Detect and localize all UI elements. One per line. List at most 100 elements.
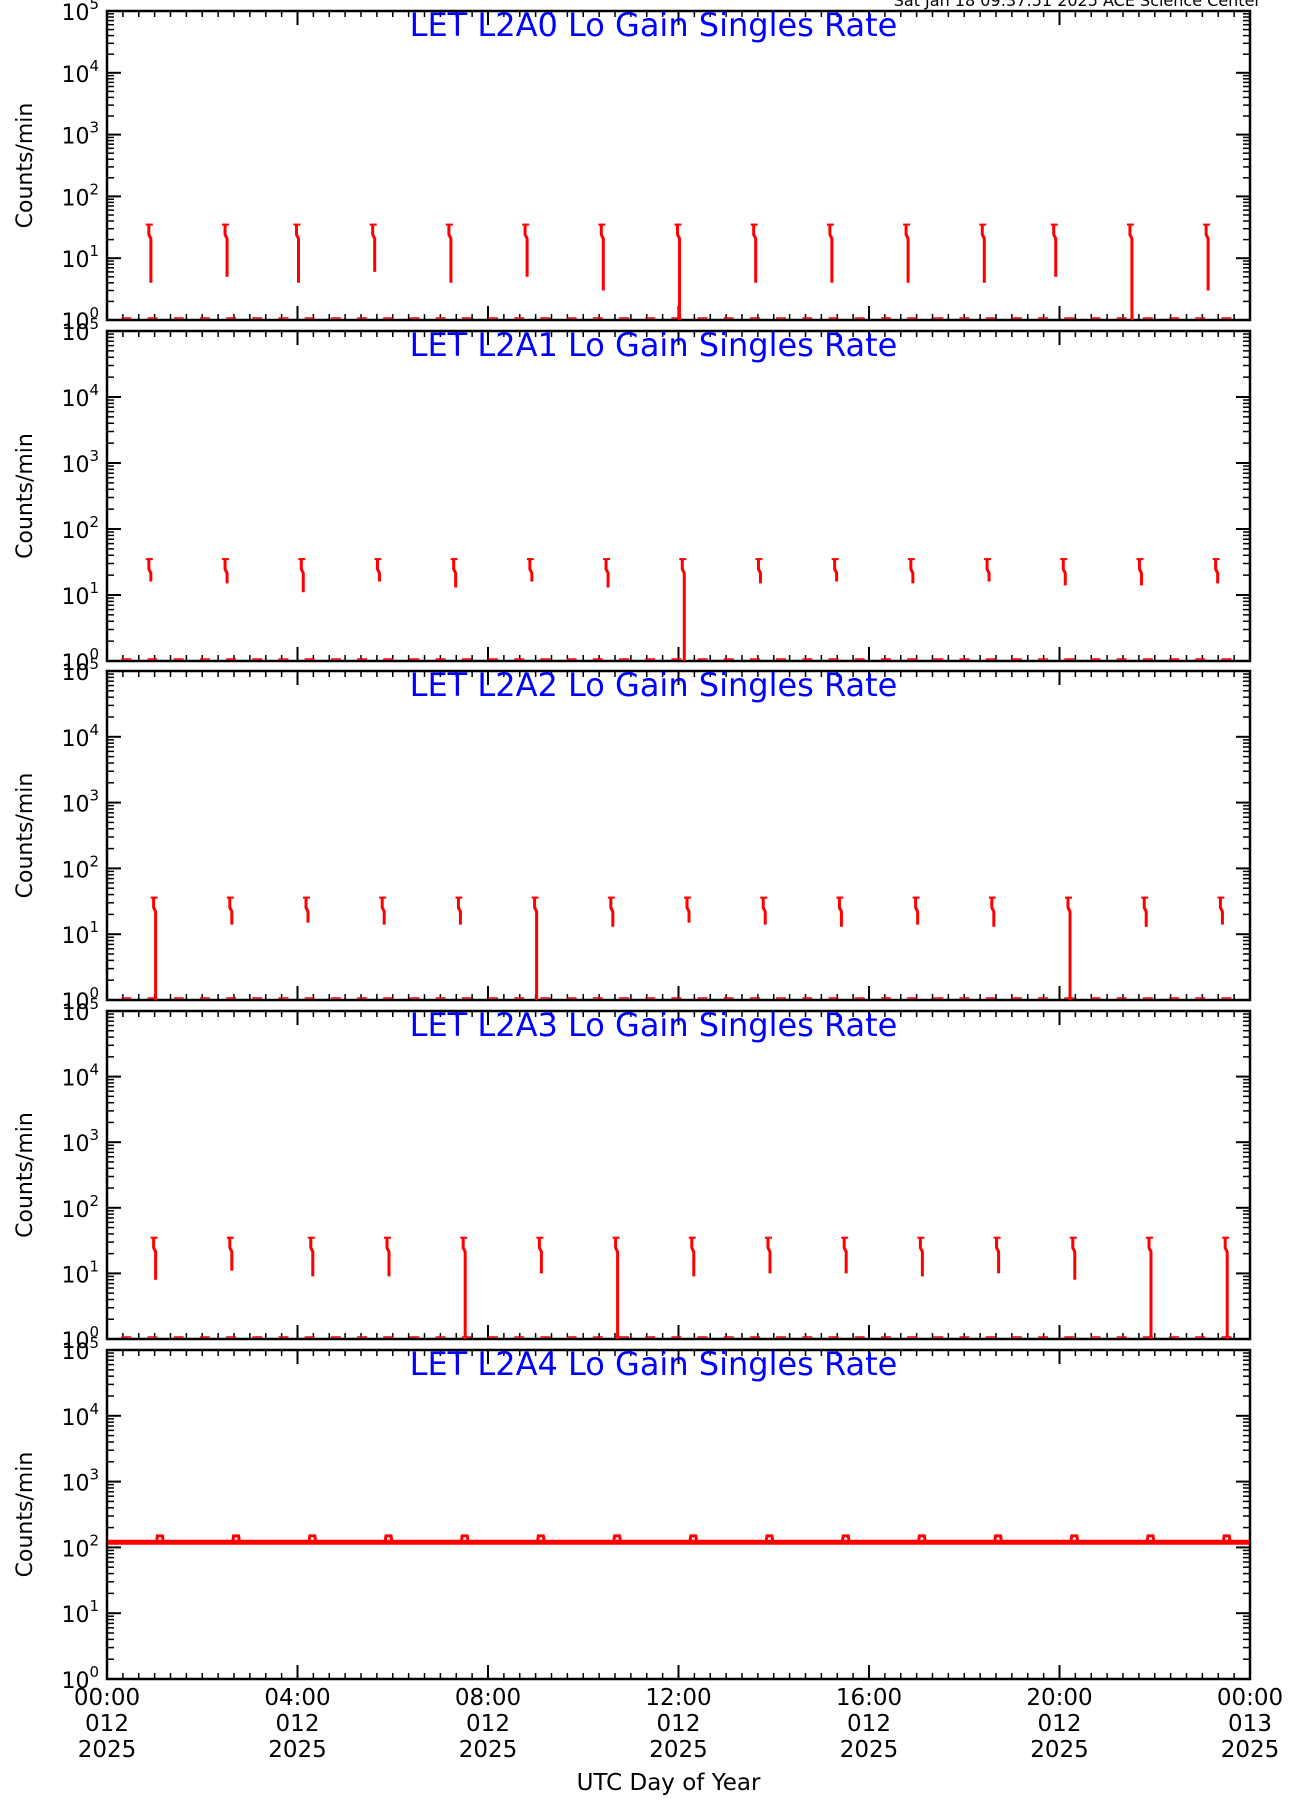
rate-bump [1069,1534,1080,1543]
y-tick-label: 101 [61,242,99,273]
data-series [121,1236,1232,1339]
spike-mark [614,1237,620,1339]
plot-frame [105,669,1252,1002]
spike-mark [676,224,681,320]
spike-mark [228,897,234,925]
spike-mark [914,897,920,925]
x-tick-year-label: 2025 [268,1737,327,1763]
x-tick-doy-label: 012 [1038,1711,1082,1737]
y-tick-label: 103 [61,447,99,478]
x-tick-doy-label: 012 [657,1711,701,1737]
spike-mark [761,897,767,925]
x-tick-doy-label: 013 [1228,1711,1272,1737]
x-tick-year-label: 2025 [78,1737,137,1763]
spike-mark [1128,224,1134,320]
rate-bump [993,1534,1004,1543]
spike-mark [147,224,153,283]
y-tick-label: 103 [61,787,99,818]
y-tick-label: 100 [61,1323,99,1354]
spike-mark [447,224,453,283]
spike-mark [528,559,534,582]
spike-mark [609,897,615,927]
rate-bump [764,1534,775,1543]
y-axis-label: Counts/min [13,1452,38,1578]
spike-mark [152,1237,158,1280]
spike-mark [385,1237,391,1277]
spike-mark [604,559,610,588]
x-tick-time-label: 00:00 [1217,1685,1283,1711]
spike-mark [752,224,758,283]
spike-mark [833,559,839,582]
spike-mark [223,224,229,277]
chart-panel-4: 100 101 102 103 104 105 Counts/min LET L2A4 Lo … [13,1334,1283,1796]
spike-mark [380,897,386,925]
spike-mark [375,559,381,582]
spike-mark [152,897,158,1000]
rate-bump [535,1534,546,1543]
spike-mark [456,897,462,925]
spike-mark [766,1237,772,1274]
spike-mark [1061,559,1067,586]
rate-bump [383,1534,394,1543]
y-tick-label: 105 [61,0,99,26]
spike-mark [680,559,686,661]
panel-title: LET L2A3 Lo Gain Singles Rate [410,1006,898,1044]
spike-mark [1204,224,1210,291]
y-tick-label: 102 [61,1192,99,1223]
x-tick-doy-label: 012 [466,1711,510,1737]
spike-mark [223,559,229,584]
rate-bump [840,1534,851,1543]
spike-mark [295,224,300,283]
x-tick-time-label: 00:00 [74,1685,140,1711]
rate-bump [154,1534,165,1543]
y-tick-label: 104 [61,57,99,88]
spike-mark [452,559,458,588]
x-tick-time-label: 08:00 [455,1685,521,1711]
y-axis-label: Counts/min [13,773,38,899]
y-tick-label: 103 [61,1466,99,1497]
spike-mark [371,224,377,272]
x-tick-time-label: 04:00 [264,1685,330,1711]
x-tick-doy-label: 012 [85,1711,129,1737]
plot-frame [105,1348,1252,1681]
spike-mark [904,224,910,283]
spike-mark [828,224,834,283]
y-tick-label: 102 [61,1531,99,1562]
x-tick-time-label: 16:00 [836,1685,902,1711]
spike-mark [690,1237,696,1277]
x-tick-doy-label: 012 [847,1711,891,1737]
y-tick-label: 101 [61,579,99,610]
spike-mark [1214,559,1220,584]
x-axis-label: UTC Day of Year [577,1770,761,1796]
y-tick-label: 104 [61,1061,99,1092]
chart-panel-0: 100 101 102 103 104 105 Counts/min LET L2A0 Lo … [13,0,1252,335]
spike-mark [1223,1237,1229,1339]
y-tick-label: 102 [61,513,99,544]
panel-title: LET L2A1 Lo Gain Singles Rate [410,326,898,364]
spike-mark [995,1237,1001,1274]
spike-mark [599,224,605,291]
rate-bump [1221,1534,1232,1543]
data-series [108,1534,1249,1545]
y-tick-label: 101 [61,918,99,949]
plot-frame [105,329,1252,663]
y-tick-label: 105 [61,1334,99,1365]
data-series [121,558,1232,661]
rate-bump [231,1534,242,1543]
plot-timestamp: Sat Jan 18 09:37:51 2025 ACE Science Cen… [893,0,1261,10]
spike-mark [909,559,915,584]
plot-frame [105,1009,1252,1341]
y-tick-label: 102 [61,180,99,211]
x-tick-year-label: 2025 [1030,1737,1089,1763]
x-tick-year-label: 2025 [459,1737,518,1763]
spike-mark [1066,897,1072,1000]
spike-mark [1052,224,1058,277]
rate-bump [916,1534,927,1543]
spike-mark [523,224,529,277]
rate-bump [307,1534,318,1543]
spike-mark [304,897,310,923]
spike-mark [1071,1237,1077,1280]
rate-bump [459,1534,470,1543]
y-tick-label: 104 [61,721,99,752]
